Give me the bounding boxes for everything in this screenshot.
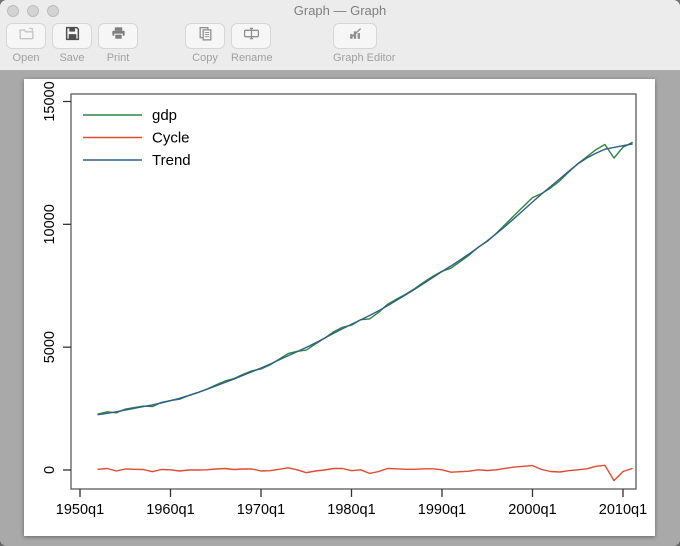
y-tick-label: 15000 xyxy=(42,81,58,121)
x-tick-label: 1980q1 xyxy=(327,502,375,518)
series-line-gdp xyxy=(97,141,633,415)
open-button-label: Open xyxy=(12,52,40,64)
minimize-button[interactable] xyxy=(27,5,39,17)
x-tick-label: 1990q1 xyxy=(418,502,466,518)
open-folder-icon xyxy=(18,25,35,47)
x-tick-label: 1950q1 xyxy=(56,502,104,518)
graph-editor-icon xyxy=(347,25,364,47)
print-button-label: Print xyxy=(106,52,130,64)
legend: gdp Cycle Trend xyxy=(83,107,191,169)
x-tick-label: 1960q1 xyxy=(146,502,194,518)
open-button[interactable]: Open xyxy=(6,23,46,64)
y-tick-label: 0 xyxy=(42,466,58,474)
graph-editor-button[interactable]: Graph Editor xyxy=(333,23,396,64)
copy-button-label: Copy xyxy=(192,52,218,64)
x-tick-label: 2000q1 xyxy=(508,502,556,518)
y-tick-label: 5000 xyxy=(42,331,58,363)
graph-editor-button-label: Graph Editor xyxy=(333,52,396,64)
titlebar: Graph — Graph xyxy=(0,0,680,22)
y-tick-label: 10000 xyxy=(42,204,58,244)
copy-button[interactable]: Copy xyxy=(185,23,225,64)
y-axis: 0 5000 10000 15000 xyxy=(42,81,71,474)
print-button[interactable]: Print xyxy=(98,23,138,64)
plot-border xyxy=(70,93,637,490)
graph-page: 0 5000 10000 15000 1950q1 1960q1 1970q1 1980q1 1… xyxy=(24,79,655,536)
printer-icon xyxy=(110,25,127,47)
series-line-trend xyxy=(97,143,633,416)
close-button[interactable] xyxy=(7,5,19,17)
x-axis: 1950q1 1960q1 1970q1 1980q1 1990q1 2000q1 2010… xyxy=(56,489,647,518)
window-title: Graph — Graph xyxy=(293,3,387,18)
legend-label-trend: Trend xyxy=(152,152,191,169)
rename-button[interactable]: Rename xyxy=(231,23,273,64)
save-button[interactable]: Save xyxy=(52,23,92,64)
save-button-label: Save xyxy=(59,52,85,64)
rename-button-label: Rename xyxy=(231,52,273,64)
series-line-cycle xyxy=(97,464,633,482)
save-floppy-icon xyxy=(64,25,81,47)
legend-label-gdp: gdp xyxy=(152,107,177,124)
x-tick-label: 1970q1 xyxy=(237,502,285,518)
graph-canvas-area: 0 5000 10000 15000 1950q1 1960q1 1970q1 1980q1 1… xyxy=(0,71,680,546)
toolbar: Open Save Print Copy Rename xyxy=(0,22,680,71)
legend-label-cycle: Cycle xyxy=(152,130,190,147)
x-tick-label: 2010q1 xyxy=(599,502,647,518)
copy-icon xyxy=(197,25,214,47)
rename-icon xyxy=(243,25,260,47)
zoom-button[interactable] xyxy=(47,5,59,17)
